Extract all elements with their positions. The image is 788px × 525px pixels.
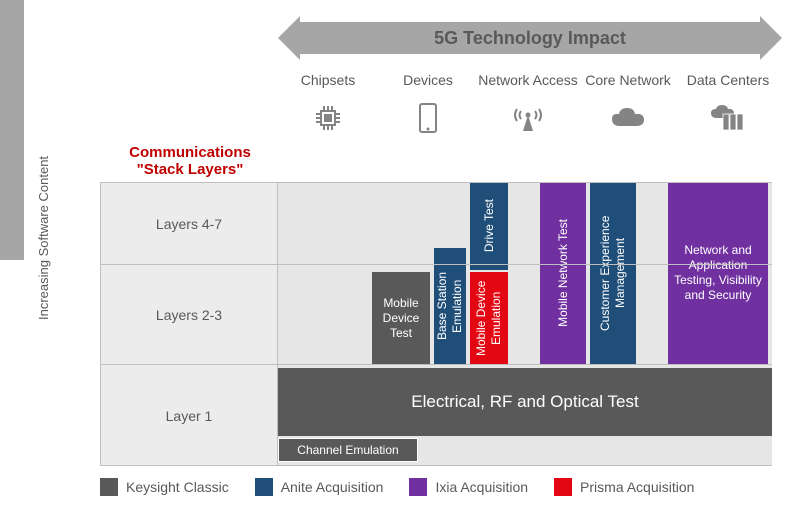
layer-row: Layer 1 (100, 364, 772, 466)
legend: Keysight Classic Anite Acquisition Ixia Ac… (100, 478, 772, 496)
device-icon (378, 99, 478, 137)
legend-label: Ixia Acquisition (435, 479, 528, 495)
legend-swatch (100, 478, 118, 496)
cloud-icon (578, 99, 678, 137)
layer-row: Layers 4-7 (100, 182, 772, 264)
col-core-network: Core Network (578, 72, 678, 137)
column-headers: Chipsets Devices Network Access Core Net… (278, 72, 778, 137)
row-label: Layers 4-7 (100, 183, 278, 264)
antenna-icon (478, 99, 578, 137)
col-chipsets: Chipsets (278, 72, 378, 137)
col-label: Chipsets (278, 72, 378, 89)
legend-swatch (409, 478, 427, 496)
col-data-centers: Data Centers (678, 72, 778, 137)
col-label: Data Centers (678, 72, 778, 89)
legend-label: Anite Acquisition (281, 479, 384, 495)
row-label: Layer 1 (100, 365, 278, 466)
row-label: Layers 2-3 (100, 265, 278, 364)
col-label: Devices (378, 72, 478, 89)
col-label: Core Network (578, 72, 678, 89)
legend-label: Keysight Classic (126, 479, 229, 495)
legend-swatch (255, 478, 273, 496)
layer-grid: Electrical, RF and Optical TestChannel E… (100, 182, 772, 466)
top-arrow: 5G Technology Impact (300, 22, 760, 54)
communications-label: Communications "Stack Layers" (110, 144, 270, 178)
col-devices: Devices (378, 72, 478, 137)
legend-label: Prisma Acquisition (580, 479, 694, 495)
diagram-root: 5G Technology Impact Increasing Software… (0, 0, 788, 525)
cloud-server-icon (678, 99, 778, 137)
left-arrow (0, 0, 24, 260)
legend-swatch (554, 478, 572, 496)
chipset-icon (278, 99, 378, 137)
col-label: Network Access (478, 72, 578, 89)
vertical-axis-label: Increasing Software Content (36, 156, 51, 320)
top-title: 5G Technology Impact (434, 28, 626, 49)
col-network-access: Network Access (478, 72, 578, 137)
layer-row: Layers 2-3 (100, 264, 772, 364)
